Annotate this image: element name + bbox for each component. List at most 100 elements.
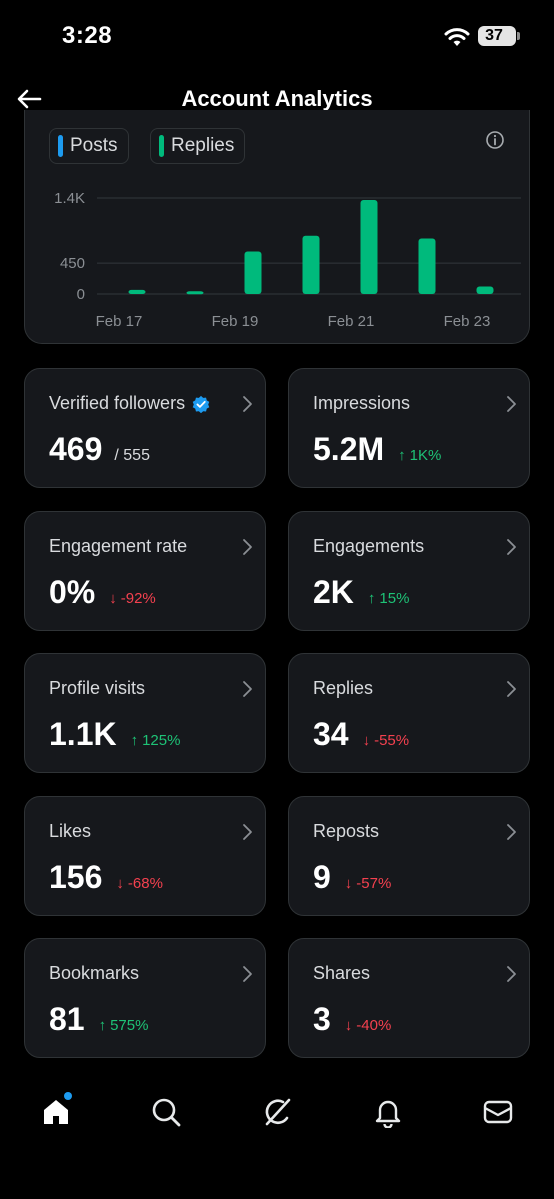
metric-value-row: 1.1K ↑ 125% <box>49 716 180 753</box>
arrow-up-icon: ↑ <box>98 1017 107 1034</box>
chevron-right-icon <box>507 538 516 555</box>
legend-label-posts: Posts <box>70 135 118 156</box>
arrow-down-icon: ↓ <box>109 589 117 607</box>
bar-replies-feb-19[interactable] <box>244 251 262 294</box>
metric-label-text: Likes <box>49 820 92 841</box>
bar-replies-feb-22[interactable] <box>418 238 436 294</box>
metric-card-likes[interactable]: Likes 156 ↓ -68% <box>24 795 266 916</box>
page-title: Account Analytics <box>181 86 373 111</box>
bell-icon <box>375 1100 401 1128</box>
chart-card: Posts Replies 0 450 1.4K Feb 17 Feb 19 Feb 21… <box>24 110 530 344</box>
metric-change: ↑ 1K% <box>398 447 441 464</box>
metric-card-impressions[interactable]: Impressions 5.2M ↑ 1K% <box>288 368 530 488</box>
metric-label: Replies <box>313 678 373 699</box>
metric-change-value: 1K% <box>409 447 442 464</box>
metric-label-text: Profile visits <box>49 678 146 698</box>
bottom-nav <box>0 1080 554 1152</box>
legend-label-replies: Replies <box>171 135 235 156</box>
legend-swatch-posts <box>58 135 63 157</box>
metric-change-value: -68% <box>127 874 163 892</box>
metric-label: Impressions <box>313 393 410 414</box>
metric-label: Reposts <box>313 821 379 842</box>
metric-change: ↑ 575% <box>99 1017 149 1034</box>
metric-card-shares[interactable]: Shares 3 ↓ -40% <box>288 938 530 1058</box>
x-tick-label: Feb 19 <box>212 313 259 330</box>
metric-label: Engagement rate <box>49 536 187 557</box>
arrow-up-icon: ↑ <box>367 589 376 607</box>
metric-label-text: Engagements <box>313 535 425 556</box>
metric-label: Likes <box>49 821 91 842</box>
metric-value: 0% <box>49 573 96 610</box>
metric-value-row: 34 ↓ -55% <box>313 716 409 753</box>
metric-value: 34 <box>313 716 349 752</box>
back-button[interactable] <box>12 82 46 116</box>
battery-level: 37 <box>485 27 503 44</box>
metric-change-value: -92% <box>120 589 156 607</box>
nav-home[interactable] <box>38 1092 74 1130</box>
verified-badge-icon <box>192 395 210 413</box>
metric-label-text: Reposts <box>313 820 380 841</box>
metric-value: 81 <box>49 1001 85 1037</box>
metric-value: 9 <box>313 858 331 895</box>
arrow-down-icon: ↓ <box>362 732 371 749</box>
metric-card-profile-visits[interactable]: Profile visits 1.1K ↑ 125% <box>24 653 266 773</box>
nav-grok[interactable] <box>259 1094 295 1130</box>
bar-replies-feb-18[interactable] <box>186 291 204 295</box>
metric-label-text: Engagement rate <box>49 535 188 556</box>
metric-label-text: Verified followers <box>49 393 186 413</box>
chevron-right-icon <box>243 538 252 555</box>
metric-value: 2K <box>313 573 354 610</box>
metric-label-text: Bookmarks <box>49 963 140 983</box>
metric-change: ↓ -92% <box>109 590 156 607</box>
metric-change: ↓ -55% <box>363 732 410 749</box>
metric-label-text: Impressions <box>313 393 411 413</box>
metric-change: ↑ 125% <box>131 732 181 749</box>
metric-label: Verified followers <box>49 393 210 414</box>
metric-change-value: 15% <box>379 589 410 607</box>
chevron-right-icon <box>507 823 516 840</box>
metric-change: ↑ 15% <box>368 590 410 607</box>
metric-card-reposts[interactable]: Reposts 9 ↓ -57% <box>288 795 530 916</box>
battery-tip <box>517 32 520 40</box>
metric-value: 156 <box>49 858 103 895</box>
x-tick-label: Feb 21 <box>328 313 375 330</box>
wifi-icon <box>444 28 470 46</box>
chevron-right-icon <box>243 966 252 982</box>
chevron-right-icon <box>243 823 252 840</box>
metric-card-replies[interactable]: Replies 34 ↓ -55% <box>288 653 530 773</box>
metric-value-row: 2K ↑ 15% <box>313 574 409 611</box>
home-icon <box>44 1100 68 1124</box>
bar-replies-feb-23[interactable] <box>476 286 494 294</box>
metric-label: Engagements <box>313 536 424 557</box>
metric-label: Profile visits <box>49 678 145 699</box>
metric-card-bookmarks[interactable]: Bookmarks 81 ↑ 575% <box>24 938 266 1058</box>
y-tick-label: 450 <box>60 255 85 272</box>
metric-card-engagements[interactable]: Engagements 2K ↑ 15% <box>288 510 530 631</box>
chevron-right-icon <box>243 681 252 697</box>
metric-change-value: -55% <box>374 732 410 749</box>
arrow-up-icon: ↑ <box>130 732 139 749</box>
metric-value-row: 469 / 555 <box>49 431 150 468</box>
bar-replies-feb-20[interactable] <box>302 235 320 294</box>
nav-search[interactable] <box>148 1094 184 1130</box>
metric-total: / 555 <box>114 447 150 464</box>
metric-value-row: 3 ↓ -40% <box>313 1001 391 1038</box>
nav-notifications[interactable] <box>370 1094 406 1130</box>
legend-posts[interactable]: Posts <box>49 128 129 164</box>
metric-value-row: 9 ↓ -57% <box>313 859 391 896</box>
battery-icon <box>478 26 516 46</box>
bar-replies-feb-17[interactable] <box>128 289 146 294</box>
legend-replies[interactable]: Replies <box>150 128 246 164</box>
nav-messages[interactable] <box>480 1094 516 1130</box>
metric-value: 5.2M <box>313 431 385 467</box>
metric-card-engagement-rate[interactable]: Engagement rate 0% ↓ -92% <box>24 510 266 631</box>
y-tick-label: 1.4K <box>54 190 85 207</box>
metric-card-verified-followers[interactable]: Verified followers 469 / 555 <box>24 368 266 488</box>
back-arrow-icon <box>17 89 42 109</box>
bar-replies-feb-21[interactable] <box>360 200 378 294</box>
notification-dot <box>64 1092 72 1100</box>
metric-value: 1.1K <box>49 716 117 752</box>
arrow-down-icon: ↓ <box>344 874 353 892</box>
metric-label-text: Shares <box>313 963 371 983</box>
info-icon[interactable] <box>485 130 505 150</box>
